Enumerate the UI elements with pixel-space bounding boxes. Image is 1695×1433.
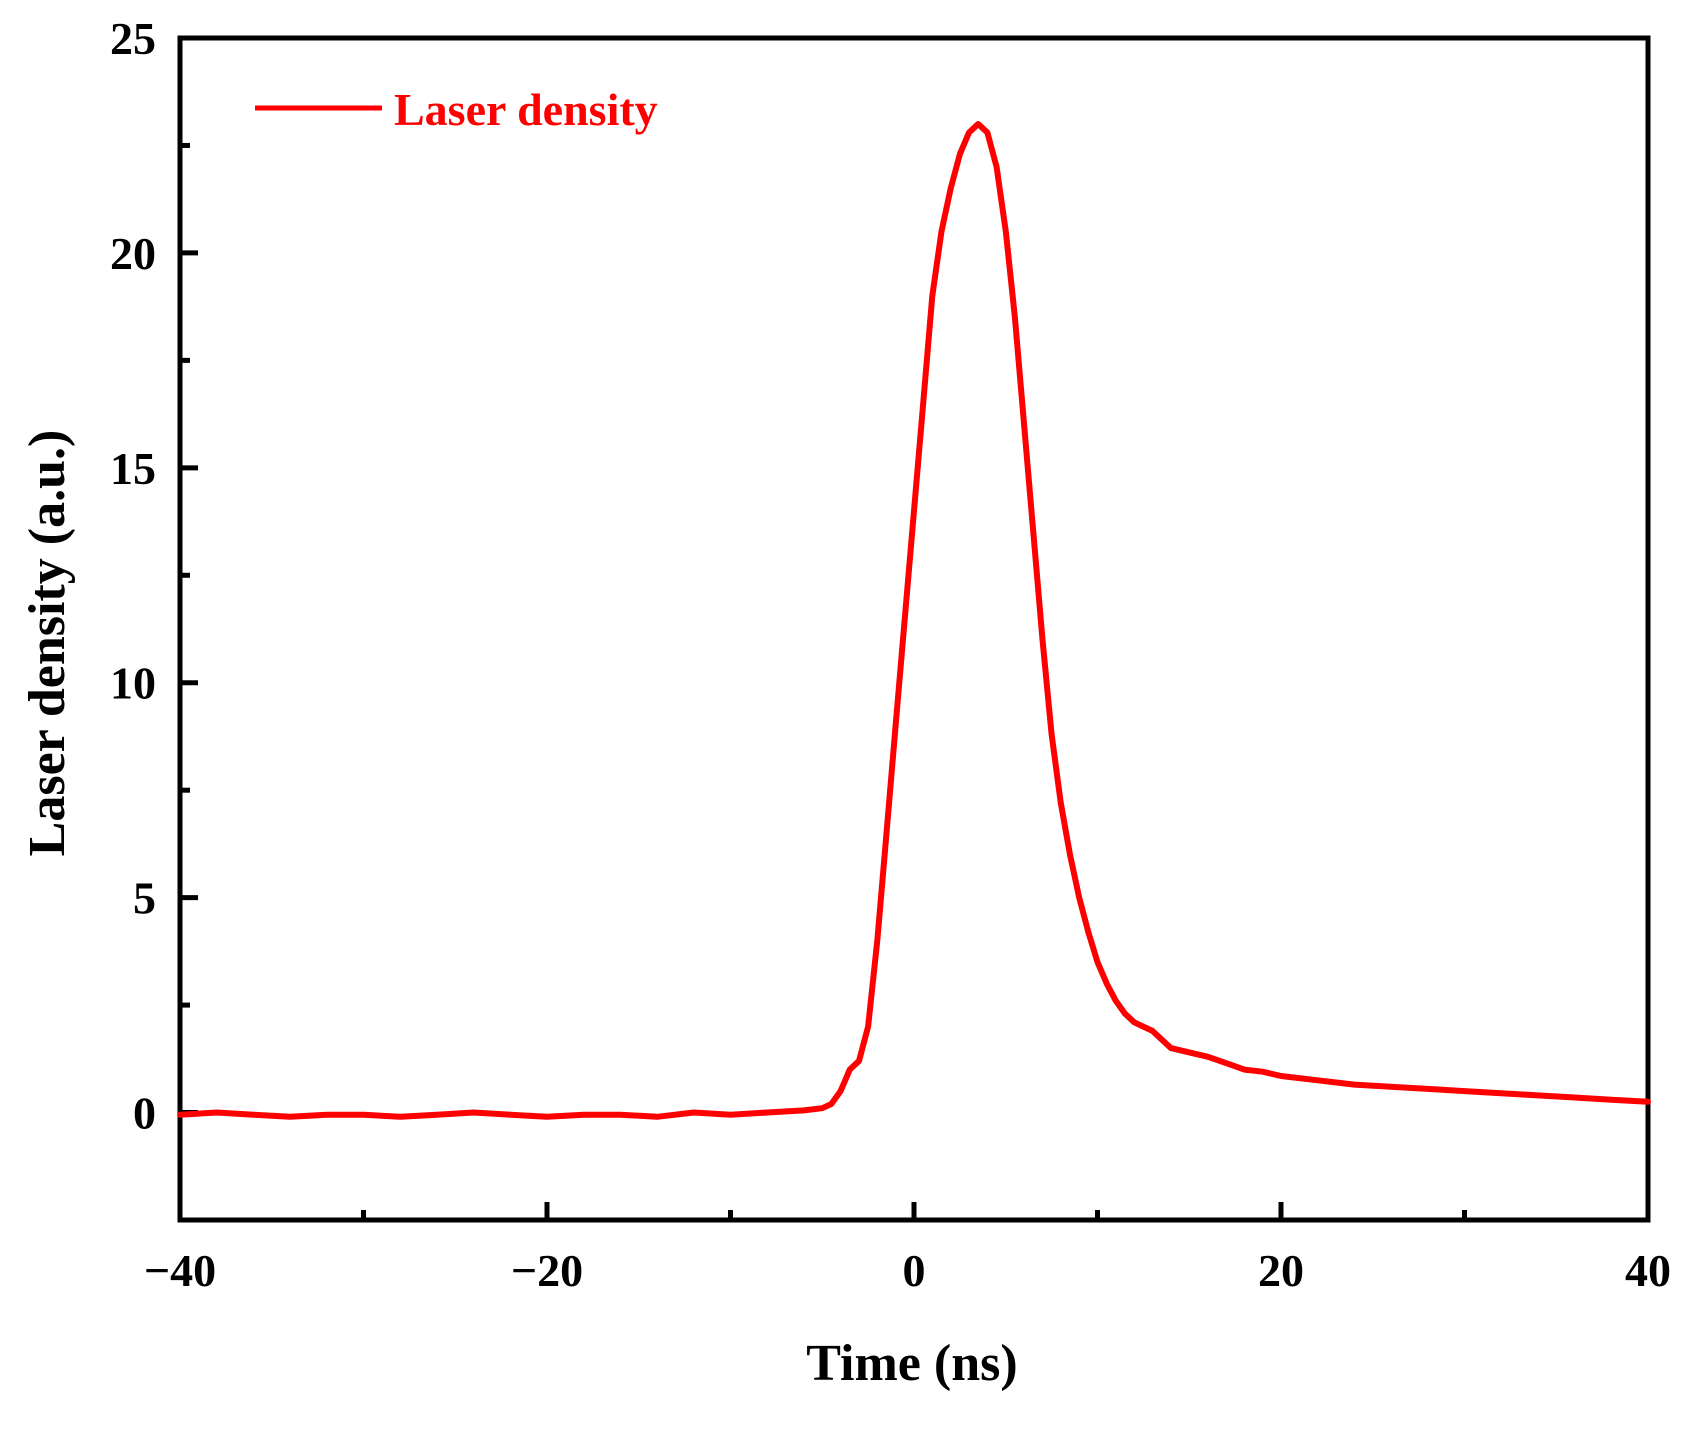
- x-tick-label: −40: [144, 1245, 216, 1296]
- y-axis-title: Laser density (a.u.): [19, 430, 76, 857]
- x-tick-label: 20: [1258, 1245, 1304, 1296]
- x-tick-label: −20: [511, 1245, 583, 1296]
- y-tick-label: 10: [110, 658, 156, 709]
- x-axis-title: Time (ns): [806, 1335, 1017, 1392]
- x-tick-label: 0: [903, 1245, 926, 1296]
- series-line-laser-density: [177, 121, 1651, 1120]
- y-tick-label: 20: [110, 228, 156, 279]
- y-tick-label: 5: [133, 873, 156, 924]
- x-tick-label: 40: [1625, 1245, 1671, 1296]
- y-tick-label: 0: [133, 1088, 156, 1139]
- y-tick-label: 15: [110, 443, 156, 494]
- y-tick-label: 25: [110, 13, 156, 64]
- plot-frame: [177, 35, 1651, 1223]
- legend-label: Laser density: [394, 84, 658, 135]
